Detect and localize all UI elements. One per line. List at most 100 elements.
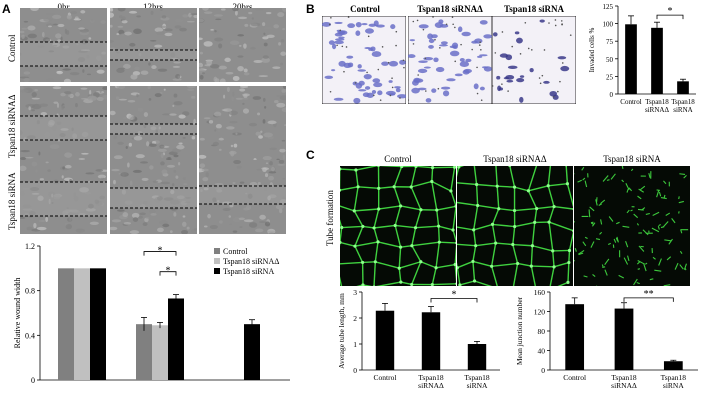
invaded-cell (529, 68, 534, 73)
y-tick-label: 80 (538, 327, 546, 336)
invaded-cell (322, 21, 332, 27)
chart-invaded-cells: 0 25 50 75 100 125 Control Tspan18siRNAΔTspan18… (588, 3, 696, 114)
bar (651, 27, 663, 95)
invaded-cell (371, 51, 382, 58)
invaded-cell (357, 69, 367, 72)
invaded-cell (434, 22, 444, 29)
y-tick-label: 0 (31, 376, 35, 385)
bar (677, 81, 689, 94)
y-axis-label: Mean junction number (515, 296, 524, 365)
invaded-cell (387, 93, 396, 96)
x-tick-label: siRNAΔ (418, 381, 444, 390)
y-tick-label: 120 (534, 308, 546, 317)
invaded-cell (364, 28, 374, 34)
invaded-cell (496, 75, 501, 80)
wound-micrograph (20, 86, 107, 160)
invaded-cell (557, 56, 567, 60)
significance-bracket (656, 14, 684, 20)
invasion-micrograph (322, 16, 406, 104)
invaded-cell (328, 40, 335, 45)
tube-micrograph (457, 166, 573, 286)
invaded-cell (519, 75, 525, 78)
significance-marker: * (166, 266, 171, 277)
invaded-cell (368, 23, 377, 27)
bar (74, 268, 90, 380)
panel-b-label-sirna: Tspan18 siRNA (504, 4, 564, 14)
invasion-micrograph (492, 16, 576, 104)
x-tick-label: siRNAΔ (611, 381, 637, 390)
invaded-cell (427, 33, 434, 40)
invaded-cell (506, 79, 514, 83)
invaded-cell (358, 89, 367, 92)
y-axis-label: Relative wound width (13, 278, 22, 349)
invaded-cell (479, 20, 488, 25)
y-tick-label: 75 (606, 38, 614, 46)
invaded-cell (363, 73, 372, 80)
invaded-cell (333, 97, 344, 101)
invaded-cell (409, 39, 416, 42)
panel-b-letter: B (306, 2, 315, 16)
invaded-cell (413, 77, 421, 83)
invaded-cell (440, 86, 451, 90)
x-tick-label: siRNA (673, 106, 692, 114)
wound-micrograph (199, 8, 286, 82)
wound-micrograph (110, 8, 197, 82)
x-tick-label: Tspan18 (464, 373, 490, 382)
legend-label: Control (223, 247, 248, 256)
invaded-cell (357, 64, 362, 69)
invaded-cell (451, 42, 459, 49)
significance-bracket (430, 298, 478, 303)
y-axis-label: Invaded cells % (588, 27, 596, 72)
wound-micrograph (110, 86, 197, 160)
invaded-cell (440, 41, 448, 45)
invaded-cell (331, 69, 336, 72)
significance-marker: * (158, 246, 163, 257)
panel-c-letter: C (306, 148, 315, 162)
legend-label: Tspan18 siRNA (223, 267, 274, 276)
invaded-cell (364, 47, 372, 50)
significance-bracket (623, 297, 674, 302)
invaded-cell (505, 74, 515, 80)
panel-a-row-sirna: Tspan18 siRNA (7, 172, 17, 230)
x-tick-label: siRNAΔ (645, 106, 669, 114)
invaded-cell (431, 88, 437, 93)
panel-a-row-sirna-delta: Tspan18 siRNAΔ (7, 94, 17, 158)
bar (625, 24, 637, 94)
panel-a-letter: A (2, 2, 11, 16)
significance-bracket (159, 271, 177, 276)
bar (136, 324, 152, 380)
invaded-cell (324, 75, 334, 80)
panel-c-label-sirna-delta: Tspan18 siRNAΔ (483, 154, 547, 164)
invaded-cell (435, 67, 445, 73)
bar (421, 312, 441, 370)
bar (244, 324, 260, 380)
invaded-cell (355, 30, 361, 37)
invaded-cell (339, 30, 348, 35)
invaded-cell (483, 34, 492, 39)
x-tick-label: siRNA (663, 381, 684, 390)
invaded-cell (361, 23, 368, 26)
y-tick-label: 1 (353, 340, 357, 349)
invaded-cell (353, 97, 361, 104)
bar (90, 268, 106, 380)
invaded-cell (539, 19, 545, 23)
bar (152, 325, 168, 380)
y-tick-label: 160 (534, 288, 546, 297)
invaded-cell (397, 94, 406, 99)
wound-micrograph (199, 86, 286, 160)
invaded-cell (417, 68, 428, 74)
invaded-cell (418, 60, 428, 63)
invaded-cell (454, 73, 463, 77)
invaded-cell (477, 55, 483, 58)
invaded-cell (364, 86, 371, 90)
invaded-cell (433, 57, 439, 63)
panel-c-label-control: Control (384, 154, 412, 164)
y-tick-label: 0.8 (25, 287, 35, 296)
invaded-cell (498, 87, 504, 91)
x-tick-label: Tspan18 (611, 373, 637, 382)
invaded-cell (335, 38, 345, 41)
panel-a-time-0hr: 0hr (57, 2, 70, 12)
invaded-cell (549, 90, 557, 97)
invaded-cell (459, 61, 470, 68)
